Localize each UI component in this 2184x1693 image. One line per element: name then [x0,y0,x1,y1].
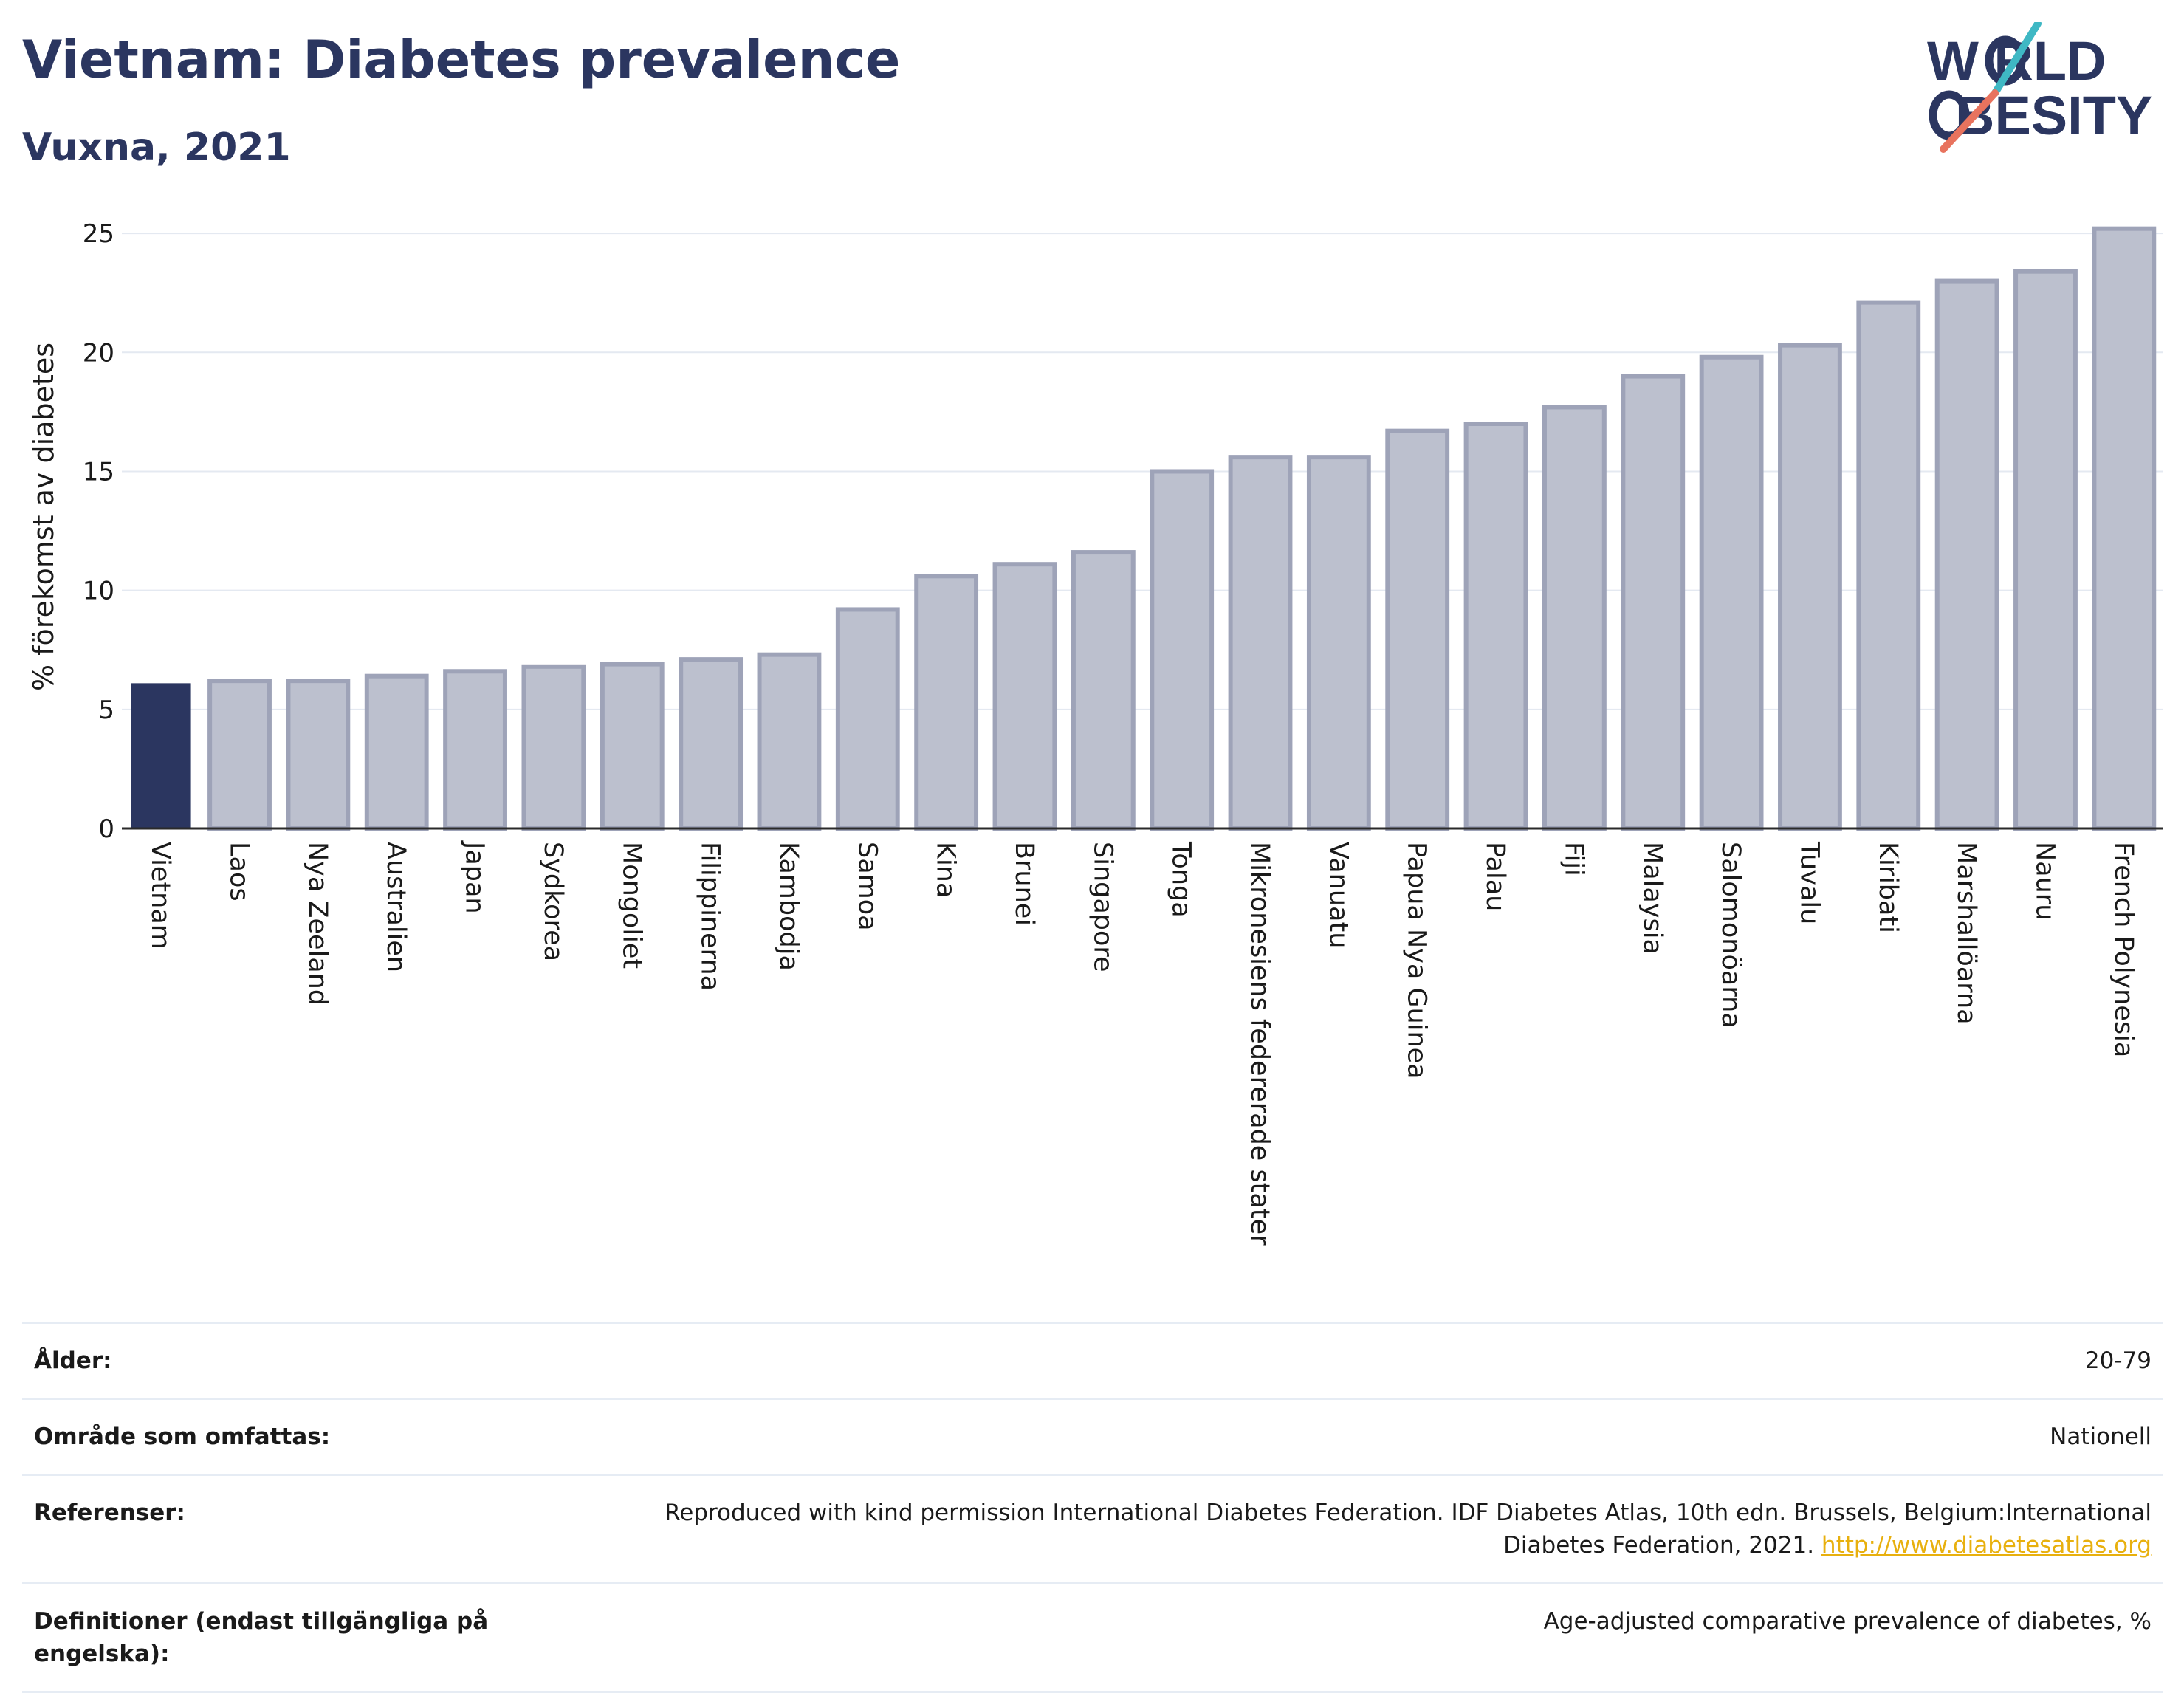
x-tick-label: Fiji [1559,842,1588,876]
bar-kambodja [757,652,822,831]
references-line1: Reproduced with kind permission Internat… [665,1500,2152,1526]
x-tick-label: Nauru [2030,842,2059,920]
y-axis-label: % förekomst av diabetes [27,343,60,691]
references-line2: Diabetes Federation, 2021. [1503,1532,1815,1559]
bar-marshallöarna [1934,278,1999,831]
x-tick-label: Palau [1480,842,1510,911]
bar-tonga [1150,469,1215,831]
bar-nya-zeeland [286,679,351,831]
info-row-age: Ålder: 20-79 [22,1322,2163,1399]
bar-sydkorea [521,664,586,831]
bar-tuvalu [1778,343,1842,831]
x-tick-label: French Polynesia [2109,842,2138,1057]
bar-salomonöarna [1699,354,1764,831]
bar-australien [364,673,429,831]
x-tick-label: Malaysia [1638,842,1667,955]
info-row-definitions: Definitioner (endast tillgängliga på eng… [22,1583,2163,1692]
age-label: Ålder: [34,1347,112,1374]
definitions-value: Age-adjusted comparative prevalence of d… [1543,1608,2152,1635]
y-tick-label: 5 [98,696,114,725]
bar-kina [914,574,979,831]
bar-mikronesiens-federerade-stater [1228,455,1293,831]
bar-brunei [992,562,1057,831]
info-table: Ålder: 20-79 Område som omfattas: Nation… [22,1322,2163,1693]
x-tick-label: Kina [931,842,961,898]
bar-laos [207,679,272,831]
bars [131,226,2157,831]
bar-papua-nya-guinea [1385,428,1450,831]
bar-samoa [835,607,900,831]
x-tick-label: Tuvalu [1794,841,1824,924]
page-subtitle: Vuxna, 2021 [22,126,291,170]
bar-singapore [1071,550,1136,831]
x-tick-label: Australien [381,842,411,972]
bar-kiribati [1856,300,1921,831]
logo-slash-coral [1940,89,1999,153]
x-tick-label: Mongoliet [617,842,646,969]
x-tick-label: Vietnam [145,842,175,949]
bar-chart: 0 5 10 15 20 25 Vietnam Laos Nya Zeeland Austral… [27,219,2163,1246]
bar-filippinerna [679,657,744,831]
bar-japan [443,669,507,831]
x-tick-label: Kambodja [774,842,803,971]
x-tick-label: Japan [460,840,490,914]
x-tick-labels: Vietnam Laos Nya Zeeland Australien Japan Syd… [145,840,2138,1246]
logo-line2: BESITY [1955,85,2152,146]
x-tick-label: Salomonöarna [1716,842,1745,1028]
x-tick-label: Brunei [1009,842,1039,926]
bar-fiji [1542,405,1607,831]
x-tick-label: Filippinerna [696,842,725,991]
logo-o-ring [1929,90,1970,140]
x-tick-label: Laos [224,842,254,902]
y-tick-label: 20 [83,338,114,368]
references-value: Reproduced with kind permission Internat… [518,1475,2163,1584]
logo-slash-teal [1991,22,2042,97]
x-tick-label: Mikronesiens federerade stater [1245,842,1274,1246]
age-value: 20-79 [2084,1347,2152,1374]
area-label: Område som omfattas: [34,1424,331,1450]
info-row-area: Område som omfattas: Nationell [22,1398,2163,1475]
x-tick-label: Nya Zeeland [303,842,332,1006]
bar-nauru [2013,269,2078,831]
bar-vanuatu [1306,455,1371,831]
y-tick-label: 15 [83,457,114,487]
bar-mongoliet [600,662,665,831]
bar-malaysia [1621,374,1686,831]
bar-vietnam [131,683,191,828]
x-tick-label: Kiribati [1873,842,1903,933]
area-value: Nationell [2050,1424,2152,1450]
x-tick-label: Vanuatu [1323,842,1353,948]
diabetes-atlas-link[interactable]: http://www.diabetesatlas.org [1821,1532,2152,1559]
bar-french-polynesia [2092,226,2157,831]
world-obesity-logo: W RLD BESITY [1927,22,2152,153]
x-tick-label: Singapore [1088,842,1117,972]
x-tick-label: Sydkorea [538,842,568,961]
x-tick-label: Samoa [852,842,882,931]
y-tick-label: 25 [83,219,114,249]
x-tick-label: Papua Nya Guinea [1402,842,1432,1079]
bar-palau [1463,422,1528,831]
y-tick-label: 0 [98,814,114,844]
x-tick-label: Tonga [1167,841,1196,918]
info-row-references: Referenser: Reproduced with kind permiss… [22,1474,2163,1584]
definitions-label: Definitioner (endast tillgängliga på eng… [34,1608,489,1667]
page-title: Vietnam: Diabetes prevalence [22,30,901,90]
y-tick-label: 10 [83,577,114,606]
references-label: Referenser: [34,1500,185,1526]
y-tick-labels: 0 5 10 15 20 25 [83,219,114,844]
x-tick-label: Marshallöarna [1951,842,1981,1025]
